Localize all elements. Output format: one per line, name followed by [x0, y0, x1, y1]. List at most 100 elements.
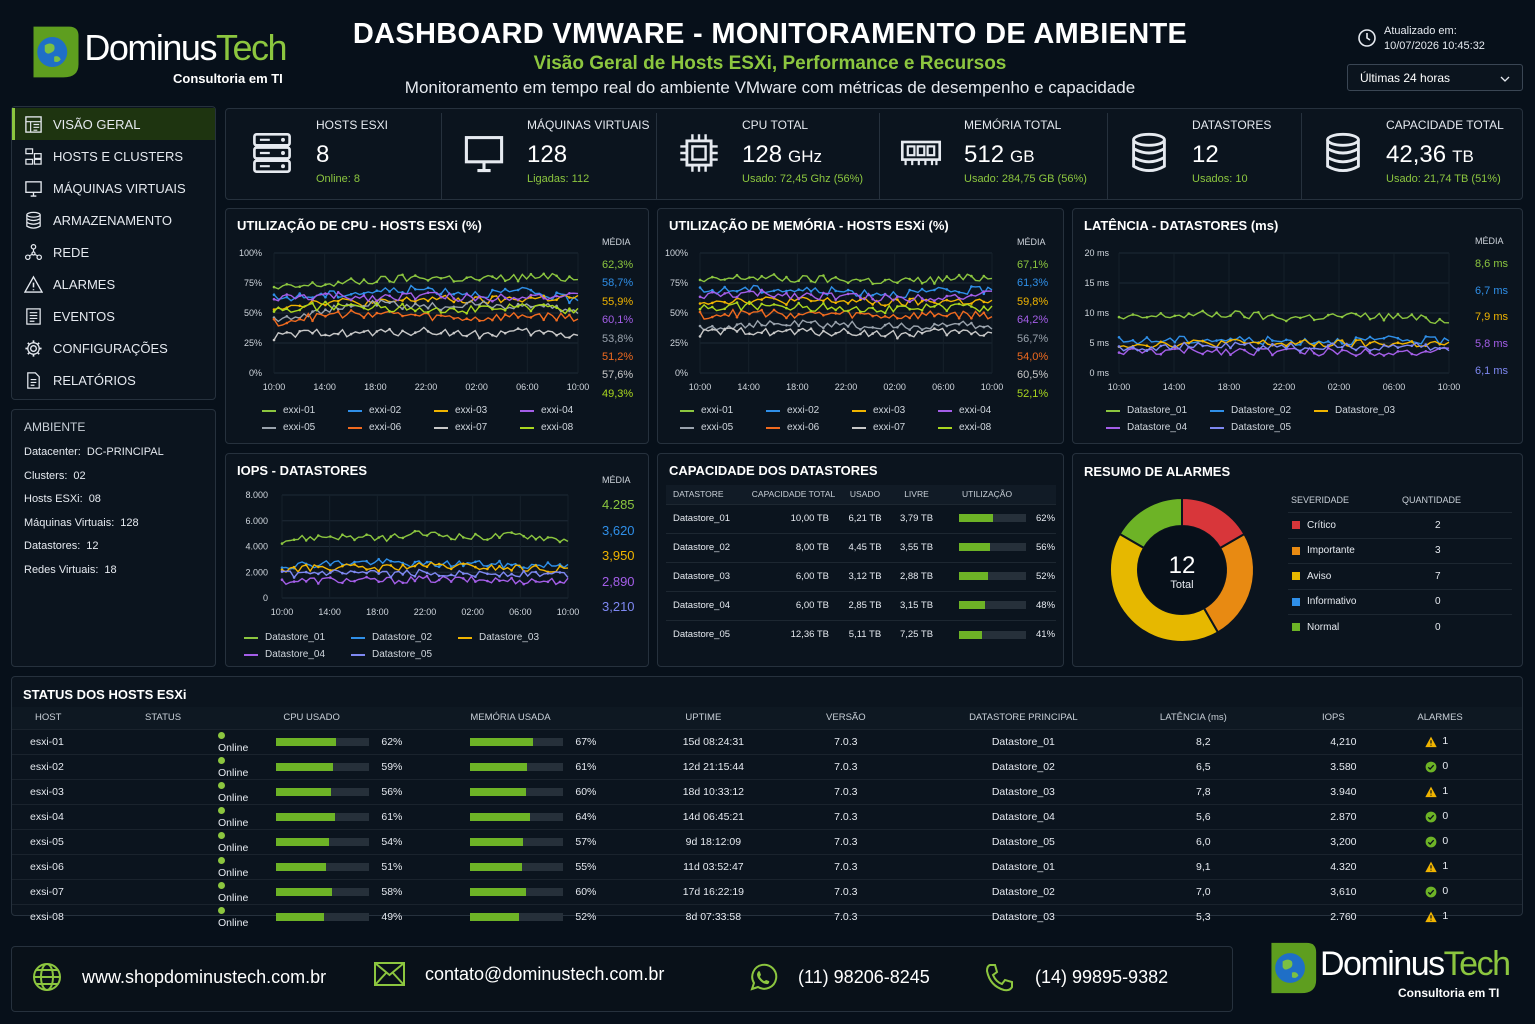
kpi-card-hosts-esxi[interactable]: HOSTS ESXI 8 Online: 8 — [230, 113, 442, 199]
legend-item[interactable]: exxi-05 — [680, 419, 766, 436]
sidebar-item-hosts-e-clusters[interactable]: HOSTS E CLUSTERS — [12, 140, 215, 172]
datastore-free: 3,55 TB — [889, 532, 944, 562]
data-point — [834, 298, 837, 301]
sidebar-item-eventos[interactable]: EVENTOS — [12, 300, 215, 332]
sidebar-item-vis-o-geral[interactable]: VISÃO GERAL — [12, 108, 215, 140]
legend-item[interactable]: exxi-07 — [434, 419, 520, 436]
severity-row-importante[interactable]: Importante 3 — [1288, 537, 1512, 563]
data-point — [546, 572, 550, 575]
data-point — [516, 279, 520, 283]
datastore-name: Datastore_03 — [666, 561, 746, 591]
legend-item[interactable]: Datastore_01 — [244, 629, 351, 646]
host-version: 7.0.3 — [834, 860, 858, 873]
kpi-card-m-quinas-virtuais[interactable]: MÁQUINAS VIRTUAIS 128 Ligadas: 112 — [447, 113, 657, 199]
legend-item[interactable]: exxi-04 — [938, 402, 1024, 419]
legend-item[interactable]: exxi-03 — [852, 402, 938, 419]
data-point — [414, 302, 417, 305]
data-point — [1326, 313, 1330, 317]
data-point — [324, 303, 327, 307]
data-point — [388, 310, 391, 313]
monitor-icon — [24, 179, 53, 198]
host-row[interactable]: esxi-03 Online 56% 60% 18d 10:33:12 7.0.3 Data… — [12, 779, 1522, 804]
data-point — [1396, 346, 1400, 349]
legend-item[interactable]: exxi-02 — [348, 402, 434, 419]
host-row[interactable]: exsi-07 Online 58% 60% 17d 16:22:19 7.0.3 Data… — [12, 879, 1522, 904]
severity-row-crítico[interactable]: Crítico 2 — [1288, 512, 1512, 537]
footer-whatsapp[interactable]: (11) 98206-8245 — [747, 962, 930, 993]
sidebar-item-m-quinas-virtuais[interactable]: MÁQUINAS VIRTUAIS — [12, 172, 215, 204]
legend-item[interactable]: Datastore_05 — [351, 646, 458, 663]
legend-item[interactable]: Datastore_03 — [458, 629, 565, 646]
data-point — [486, 579, 489, 583]
legend-item[interactable]: exxi-07 — [852, 419, 938, 436]
sidebar-item-relat-rios[interactable]: RELATÓRIOS — [12, 364, 215, 396]
sidebar-item-alarmes[interactable]: ALARMES — [12, 268, 215, 300]
data-point — [558, 564, 562, 568]
datastore-row[interactable]: Datastore_03 6,00 TB 3,12 TB 2,88 TB 52% — [666, 561, 1056, 591]
host-row[interactable]: esxi-01 Online 62% 67% 15d 08:24:31 7.0.3 Data… — [12, 729, 1522, 754]
kpi-card-capacidade-total[interactable]: CAPACIDADE TOTAL 42,36 TB Usado: 21,74 TB (… — [1306, 113, 1516, 199]
data-point — [1396, 312, 1400, 316]
data-point — [529, 296, 533, 299]
kpi-card-datastores[interactable]: DATASTORES 12 Usados: 10 — [1112, 113, 1302, 199]
legend-item[interactable]: Datastore_02 — [1210, 402, 1314, 419]
datastore-row[interactable]: Datastore_05 12,36 TB 5,11 TB 7,25 TB 41% — [666, 619, 1056, 649]
data-point — [871, 294, 874, 297]
legend-item[interactable]: exxi-08 — [938, 419, 1024, 436]
sidebar-item-rede[interactable]: REDE — [12, 236, 215, 268]
legend-item[interactable]: exxi-01 — [262, 402, 348, 419]
data-point — [920, 297, 924, 300]
legend-item[interactable]: exxi-06 — [348, 419, 434, 436]
data-point — [772, 296, 776, 299]
data-point — [1368, 349, 1372, 352]
legend-item[interactable]: Datastore_02 — [351, 629, 458, 646]
footer-email[interactable]: contato@dominustech.com.br — [374, 962, 664, 986]
data-point — [723, 307, 726, 311]
host-row[interactable]: exsi-05 Online 54% 57% 9d 18:12:09 7.0.3 Datas… — [12, 829, 1522, 854]
severity-row-normal[interactable]: Normal 0 — [1288, 614, 1512, 639]
data-point — [272, 317, 276, 321]
data-point — [735, 290, 739, 293]
footer-phone[interactable]: (14) 99895-9382 — [984, 962, 1168, 993]
time-range-select[interactable]: Últimas 24 horas — [1347, 64, 1523, 91]
sidebar-item-configura-es[interactable]: CONFIGURAÇÕES — [12, 332, 215, 364]
host-row[interactable]: exsi-08 Online 49% 52% 8d 07:33:58 7.0.3 Datas… — [12, 904, 1522, 929]
host-row[interactable]: esxi-02 Online 59% 61% 12d 21:15:44 7.0.3 Data… — [12, 754, 1522, 779]
data-point — [555, 274, 558, 278]
datastore-row[interactable]: Datastore_04 6,00 TB 2,85 TB 3,15 TB 48% — [666, 590, 1056, 620]
legend-swatch — [1314, 409, 1328, 412]
datastore-table: DATASTORE CAPACIDADE TOTAL USADO LIVRE U… — [666, 485, 1056, 649]
datastore-row[interactable]: Datastore_01 10,00 TB 6,21 TB 3,79 TB 62% — [666, 503, 1056, 533]
sidebar-item-armazenamento[interactable]: ARMAZENAMENTO — [12, 204, 215, 236]
legend-item[interactable]: Datastore_05 — [1210, 419, 1314, 436]
legend-item[interactable]: exxi-08 — [520, 419, 606, 436]
legend-item[interactable]: Datastore_04 — [1106, 419, 1210, 436]
kpi-card-mem-ria-total[interactable]: MEMÓRIA TOTAL 512 GB Usado: 284,75 GB (56%) — [884, 113, 1108, 199]
mem-usage-bar — [470, 762, 564, 771]
legend-item[interactable]: Datastore_03 — [1314, 402, 1418, 419]
mem-usage-pct: 57% — [575, 835, 597, 848]
severity-row-aviso[interactable]: Aviso 7 — [1288, 563, 1512, 588]
kpi-card-cpu-total[interactable]: CPU TOTAL 128 GHz Usado: 72,45 Ghz (56%) — [662, 113, 880, 199]
mem-usage-pct: 61% — [575, 760, 597, 773]
legend-item[interactable]: exxi-05 — [262, 419, 348, 436]
y-tick-label: 25% — [670, 338, 688, 348]
host-row[interactable]: exsi-06 Online 51% 55% 11d 03:52:47 7.0.3 Data… — [12, 854, 1522, 879]
legend-item[interactable]: Datastore_04 — [244, 646, 351, 663]
footer-website[interactable]: www.shopdominustech.com.br — [32, 962, 326, 992]
host-row[interactable]: exsi-04 Online 61% 64% 14d 06:45:21 7.0.3 Data… — [12, 804, 1522, 829]
legend-item[interactable]: exxi-04 — [520, 402, 606, 419]
legend-item[interactable]: exxi-02 — [766, 402, 852, 419]
legend-item[interactable]: exxi-06 — [766, 419, 852, 436]
cpu-usage-bar — [276, 912, 370, 921]
legend-item[interactable]: Datastore_01 — [1106, 402, 1210, 419]
datastore-row[interactable]: Datastore_02 8,00 TB 4,45 TB 3,55 TB 56% — [666, 532, 1056, 562]
data-point — [452, 307, 456, 310]
legend-item[interactable]: exxi-03 — [434, 402, 520, 419]
legend-item[interactable]: exxi-01 — [680, 402, 766, 419]
data-point — [945, 275, 949, 278]
data-point — [698, 286, 702, 289]
severity-row-informativo[interactable]: Informativo 0 — [1288, 588, 1512, 614]
legend-label: Datastore_04 — [1127, 422, 1188, 433]
alarms-title: RESUMO DE ALARMES — [1084, 464, 1231, 479]
